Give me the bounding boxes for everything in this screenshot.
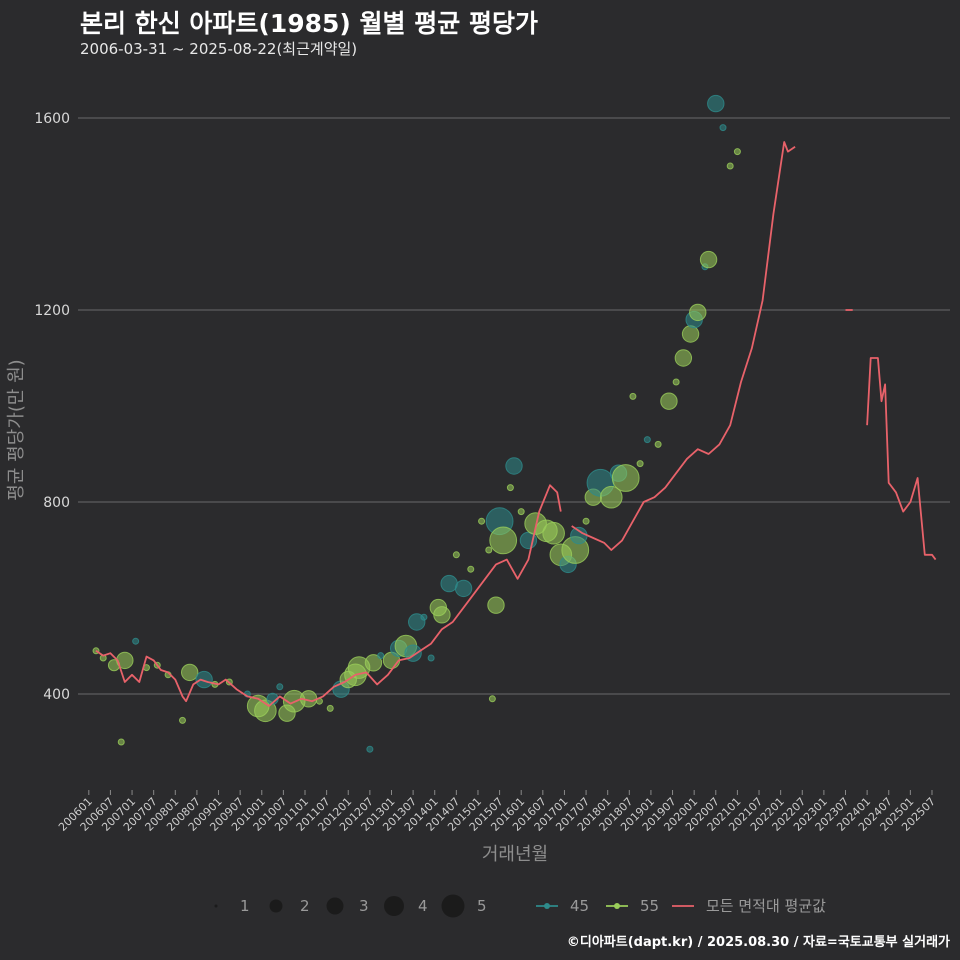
data-point-55-71: [660, 392, 678, 410]
source-footer: ©디아파트(dapt.kr) / 2025.08.30 / 자료=국토교통부 실…: [566, 935, 950, 950]
data-point-55-44: [478, 517, 486, 525]
data-point-55-46: [488, 695, 496, 703]
data-point-55-9: [178, 716, 186, 724]
data-point-55-3: [117, 738, 125, 746]
y-tick-1600: 1600: [34, 111, 70, 127]
data-point-55-45: [485, 546, 493, 554]
data-point-45-18: [276, 683, 284, 691]
data-point-55-61: [582, 517, 590, 525]
data-point-45-79: [707, 94, 725, 113]
legend-size-dot-3: [326, 897, 344, 915]
legend-size-dot-2: [269, 899, 283, 913]
data-point-55-56: [542, 521, 565, 545]
data-point-55-76: [689, 303, 707, 322]
legend-size-dot-1: [214, 904, 218, 908]
data-point-45-69: [643, 436, 651, 444]
data-point-55-73: [674, 349, 693, 367]
data-point-55-49: [489, 526, 518, 555]
legend-size-dot-4: [384, 896, 404, 916]
data-point-45-42: [454, 579, 473, 598]
legend-series-label-2: 모든 면적대 평균값: [706, 897, 826, 915]
legend-size-label-5: 5: [477, 897, 487, 915]
y-axis-title: 평균 평당가(만 원): [6, 359, 27, 500]
x-axis-title: 거래년월: [482, 844, 548, 865]
data-point-45-40: [440, 574, 458, 593]
data-point-55-70: [654, 440, 662, 448]
data-point-55-81: [726, 162, 734, 170]
y-tick-800: 800: [43, 495, 70, 511]
data-point-55-43: [467, 565, 475, 573]
data-point-55-67: [629, 392, 637, 400]
y-tick-1200: 1200: [34, 303, 70, 319]
data-point-55-52: [517, 508, 525, 516]
x-axis-ticks: 2006012006072007012007072008012008072009…: [56, 790, 938, 834]
legend-size-label-1: 1: [240, 897, 250, 915]
data-point-55-41: [452, 551, 460, 559]
legend-series-dot-1: [614, 903, 620, 909]
data-point-55-78: [699, 250, 718, 269]
data-point-55-39: [433, 606, 451, 624]
data-point-45-5: [132, 637, 140, 645]
legend-size-label-3: 3: [359, 897, 369, 915]
data-point-55-23: [326, 704, 334, 712]
data-point-45-80: [719, 124, 727, 132]
legend-series-label-1: 55: [640, 897, 659, 915]
data-point-45-28: [366, 745, 374, 753]
legend: 1 2 3 4 5 45 55 모든 면적대 평균값: [214, 894, 826, 918]
y-axis-ticks: 400 800 1200 1600: [34, 111, 70, 703]
data-point-45-37: [427, 654, 435, 662]
legend-series-dot-0: [544, 903, 550, 909]
data-point-55-29: [364, 654, 383, 672]
y-tick-400: 400: [43, 687, 70, 703]
data-point-45-30: [377, 652, 385, 660]
data-point-55-74: [681, 325, 700, 343]
grid-layer: [78, 117, 950, 695]
data-point-55-64: [599, 485, 623, 509]
legend-series-label-0: 45: [570, 897, 589, 915]
chart-subtitle: 2006-03-31 ~ 2025-08-22(최근계약일): [80, 40, 358, 58]
legend-size-label-4: 4: [418, 897, 428, 915]
average-line-segment-1: [571, 141, 796, 551]
data-point-55-68: [636, 460, 644, 468]
data-point-55-66: [611, 464, 640, 492]
average-line-layer: [95, 141, 937, 707]
data-point-55-10: [181, 663, 199, 682]
chart-title: 본리 한신 아파트(1985) 월별 평균 평당가: [80, 9, 538, 38]
legend-size-label-2: 2: [300, 897, 310, 915]
data-point-55-72: [672, 378, 680, 386]
legend-size-dot-5: [441, 894, 465, 918]
average-line-segment-3: [866, 357, 937, 561]
data-point-55-50: [506, 484, 514, 492]
average-line-segment-0: [95, 484, 562, 707]
data-point-45-11: [195, 670, 213, 689]
data-point-55-82: [733, 148, 741, 156]
data-point-55-47: [487, 596, 505, 614]
data-point-45-51: [505, 457, 523, 475]
data-point-45-36: [420, 613, 428, 621]
